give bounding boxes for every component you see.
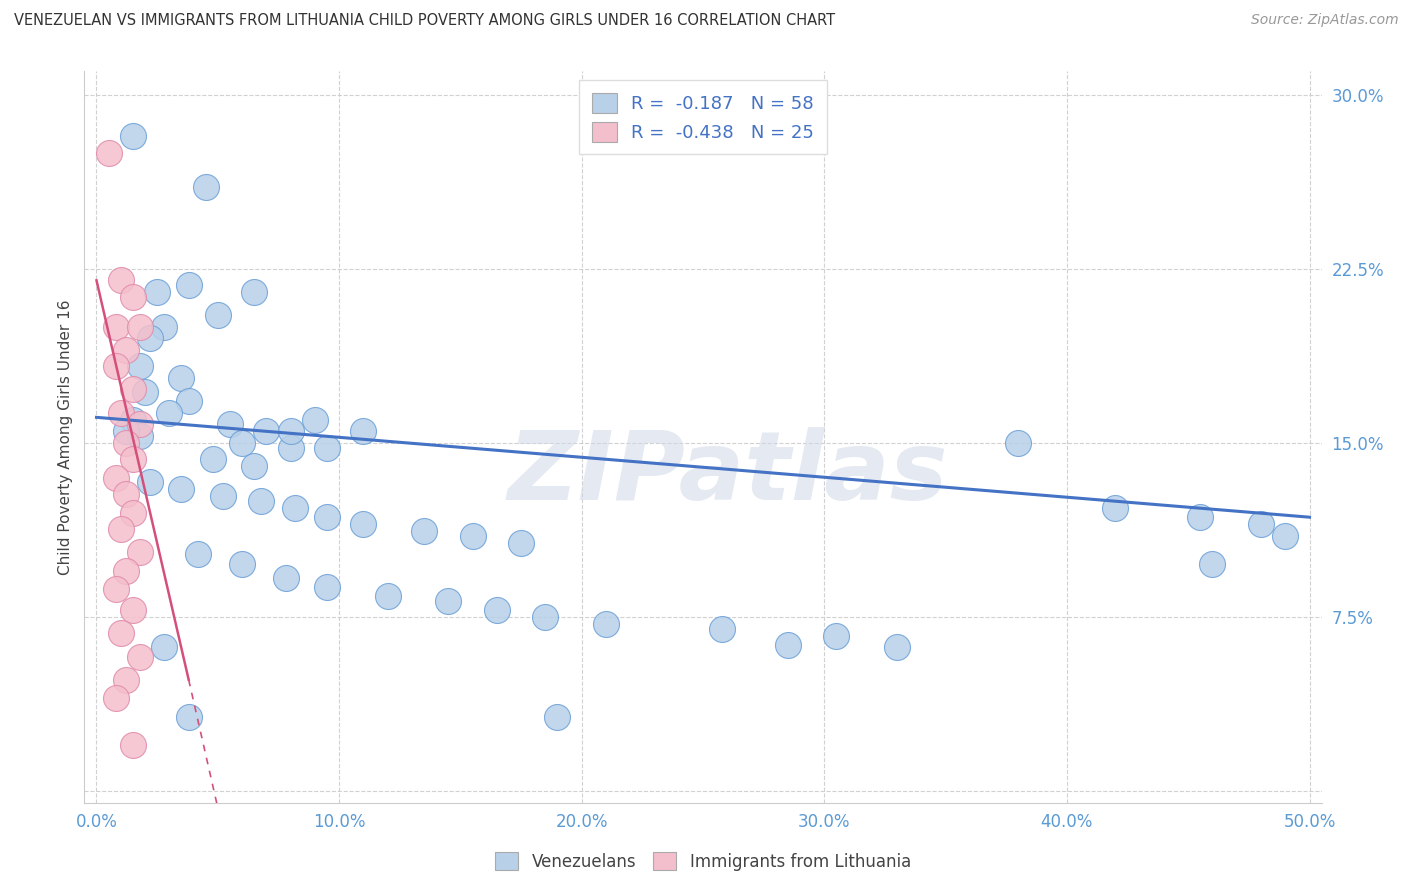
Point bbox=[122, 452, 145, 467]
Point bbox=[170, 371, 193, 385]
Point bbox=[1274, 529, 1296, 543]
Point bbox=[114, 673, 136, 687]
Point bbox=[114, 424, 136, 438]
Point bbox=[110, 406, 132, 420]
Point bbox=[122, 383, 145, 397]
Point bbox=[129, 319, 152, 334]
Point bbox=[254, 424, 277, 438]
Point bbox=[104, 582, 127, 597]
Point bbox=[211, 489, 233, 503]
Point bbox=[139, 331, 162, 345]
Point bbox=[97, 145, 120, 160]
Point bbox=[546, 710, 568, 724]
Point bbox=[139, 475, 162, 490]
Point bbox=[219, 417, 242, 432]
Text: Source: ZipAtlas.com: Source: ZipAtlas.com bbox=[1251, 13, 1399, 28]
Point bbox=[1104, 500, 1126, 515]
Point bbox=[129, 359, 152, 374]
Point bbox=[437, 594, 460, 608]
Point bbox=[129, 417, 152, 432]
Point bbox=[122, 738, 145, 752]
Point bbox=[280, 441, 302, 455]
Point bbox=[304, 412, 326, 426]
Point bbox=[352, 517, 374, 532]
Point bbox=[146, 285, 169, 299]
Point bbox=[776, 638, 799, 652]
Point bbox=[274, 570, 297, 584]
Point bbox=[177, 710, 200, 724]
Point bbox=[284, 500, 307, 515]
Point bbox=[352, 424, 374, 438]
Point bbox=[1250, 517, 1272, 532]
Point bbox=[129, 649, 152, 664]
Point bbox=[104, 359, 127, 374]
Point bbox=[825, 629, 848, 643]
Point bbox=[122, 129, 145, 144]
Point bbox=[243, 459, 266, 474]
Point bbox=[110, 626, 132, 640]
Point bbox=[711, 622, 734, 636]
Point bbox=[122, 412, 145, 426]
Point bbox=[595, 617, 617, 632]
Point bbox=[316, 510, 339, 524]
Point bbox=[122, 603, 145, 617]
Point bbox=[114, 343, 136, 357]
Point bbox=[110, 522, 132, 536]
Point bbox=[231, 436, 253, 450]
Point bbox=[104, 471, 127, 485]
Point bbox=[377, 589, 399, 603]
Point bbox=[177, 277, 200, 292]
Text: VENEZUELAN VS IMMIGRANTS FROM LITHUANIA CHILD POVERTY AMONG GIRLS UNDER 16 CORRE: VENEZUELAN VS IMMIGRANTS FROM LITHUANIA … bbox=[14, 13, 835, 29]
Point bbox=[187, 547, 209, 561]
Point bbox=[170, 483, 193, 497]
Point bbox=[207, 308, 229, 322]
Point bbox=[413, 524, 436, 538]
Y-axis label: Child Poverty Among Girls Under 16: Child Poverty Among Girls Under 16 bbox=[58, 300, 73, 574]
Point bbox=[1201, 557, 1223, 571]
Point bbox=[461, 529, 484, 543]
Point bbox=[1189, 510, 1212, 524]
Point bbox=[194, 180, 217, 194]
Text: ZIPatlas: ZIPatlas bbox=[508, 427, 948, 520]
Point bbox=[316, 580, 339, 594]
Point bbox=[104, 691, 127, 706]
Point bbox=[134, 384, 156, 399]
Point bbox=[153, 640, 176, 655]
Point bbox=[110, 273, 132, 287]
Point bbox=[886, 640, 908, 655]
Point bbox=[129, 429, 152, 443]
Point bbox=[153, 319, 176, 334]
Point bbox=[243, 285, 266, 299]
Point bbox=[280, 424, 302, 438]
Point bbox=[122, 290, 145, 304]
Point bbox=[510, 535, 533, 549]
Point bbox=[129, 545, 152, 559]
Point bbox=[122, 506, 145, 520]
Point bbox=[534, 610, 557, 624]
Point bbox=[104, 319, 127, 334]
Legend: R =  -0.187   N = 58, R =  -0.438   N = 25: R = -0.187 N = 58, R = -0.438 N = 25 bbox=[579, 80, 827, 154]
Point bbox=[231, 557, 253, 571]
Point bbox=[316, 441, 339, 455]
Legend: Venezuelans, Immigrants from Lithuania: Venezuelans, Immigrants from Lithuania bbox=[486, 844, 920, 880]
Point bbox=[201, 452, 224, 467]
Point bbox=[157, 406, 180, 420]
Point bbox=[485, 603, 508, 617]
Point bbox=[114, 487, 136, 501]
Point bbox=[250, 494, 273, 508]
Point bbox=[1007, 436, 1029, 450]
Point bbox=[114, 564, 136, 578]
Point bbox=[114, 436, 136, 450]
Point bbox=[177, 394, 200, 409]
